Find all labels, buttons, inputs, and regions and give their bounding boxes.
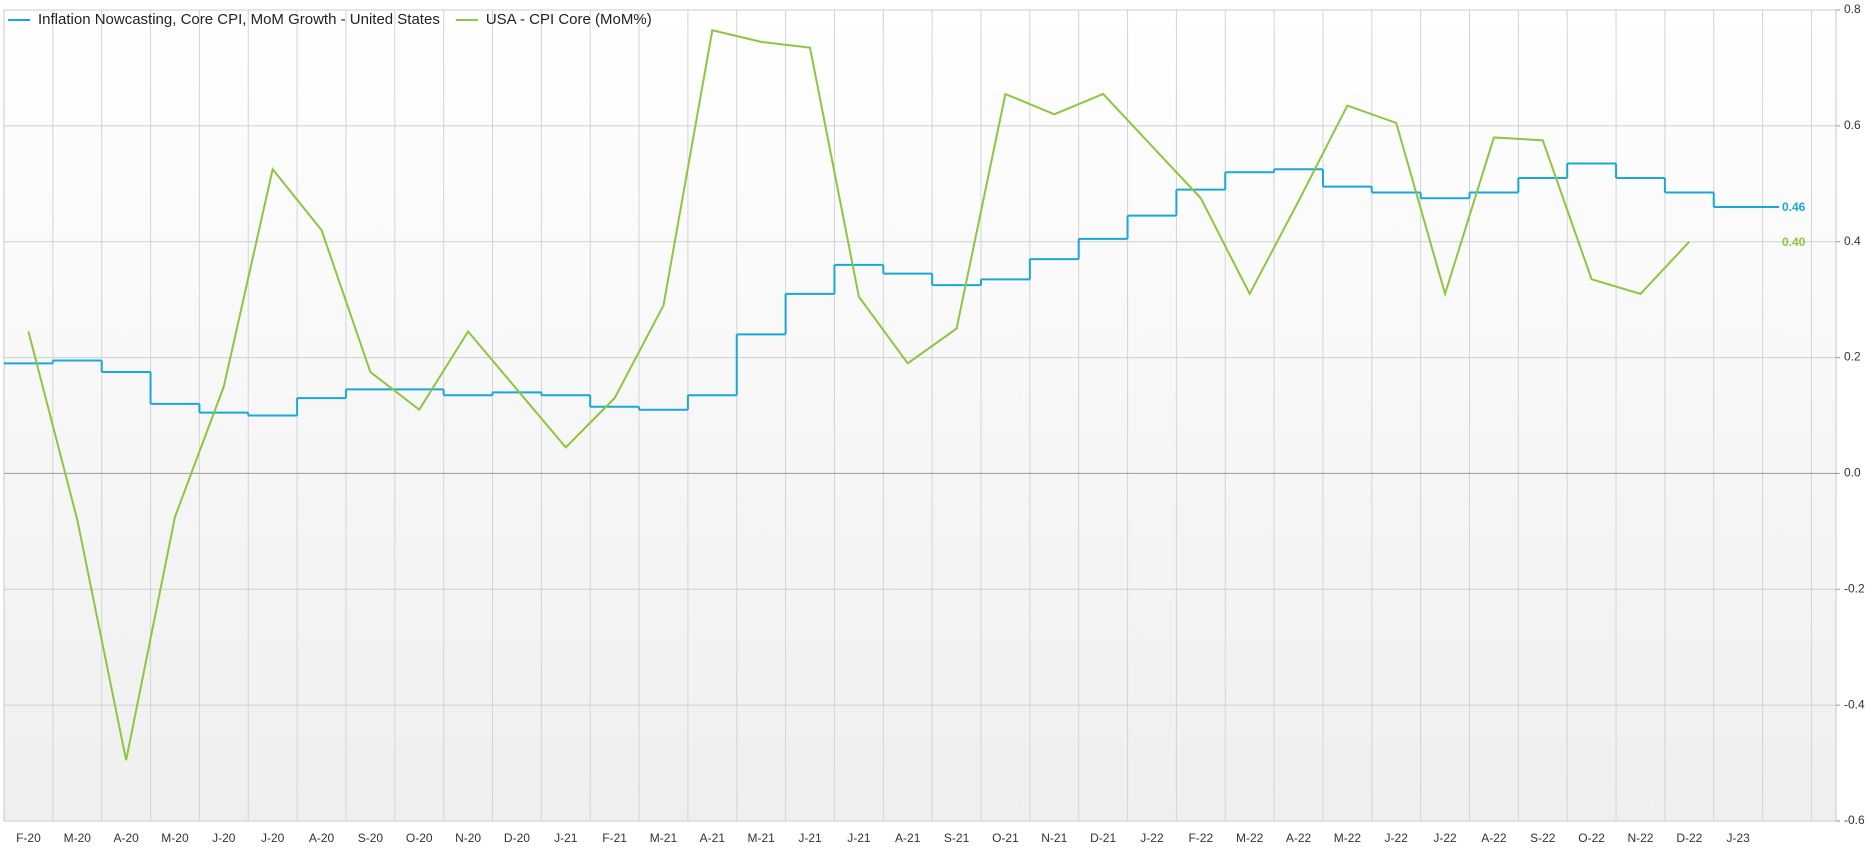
x-tick-label: M-20 [161,831,189,845]
y-tick-label: 0.6 [1844,118,1861,132]
x-tick-label: J-21 [554,831,578,845]
x-tick-label: J-20 [212,831,236,845]
x-tick-label: O-22 [1578,831,1605,845]
x-tick-label: D-22 [1676,831,1702,845]
x-tick-label: S-22 [1530,831,1556,845]
x-tick-label: M-21 [748,831,776,845]
x-tick-label: D-20 [504,831,530,845]
y-tick-label: -0.4 [1844,697,1865,711]
y-tick-label: 0.4 [1844,234,1861,248]
plot-area [3,9,1837,822]
x-tick-label: M-20 [64,831,92,845]
x-tick-label: O-20 [406,831,433,845]
x-tick-label: F-22 [1188,831,1213,845]
y-tick-label: 0.0 [1844,466,1861,480]
y-tick-label: 0.8 [1844,2,1861,16]
legend-label: USA - CPI Core (MoM%) [486,11,652,28]
x-tick-label: S-21 [944,831,970,845]
end-value-label: 0.40 [1782,235,1806,249]
x-tick-label: J-22 [1385,831,1409,845]
x-tick-label: A-21 [700,831,726,845]
x-tick-label: M-21 [650,831,678,845]
x-tick-label: S-20 [358,831,384,845]
x-tick-label: A-22 [1286,831,1312,845]
x-tick-label: F-20 [16,831,41,845]
x-tick-label: A-20 [309,831,335,845]
x-tick-label: A-21 [895,831,921,845]
x-tick-label: N-22 [1627,831,1653,845]
x-tick-label: A-22 [1481,831,1507,845]
x-tick-label: F-21 [602,831,627,845]
legend-label: Inflation Nowcasting, Core CPI, MoM Grow… [38,11,440,28]
x-tick-label: J-23 [1727,831,1751,845]
y-tick-label: -0.2 [1844,581,1865,595]
x-tick-label: O-21 [992,831,1019,845]
x-tick-label: D-21 [1090,831,1116,845]
y-tick-label: 0.2 [1844,350,1861,364]
x-tick-label: J-21 [798,831,822,845]
x-tick-label: A-20 [113,831,139,845]
x-tick-label: M-22 [1334,831,1362,845]
y-tick-label: -0.6 [1844,813,1865,827]
x-tick-label: J-22 [1140,831,1164,845]
x-tick-label: N-21 [1041,831,1067,845]
x-tick-label: N-20 [455,831,481,845]
x-tick-label: M-22 [1236,831,1264,845]
series-line [27,29,1691,761]
end-value-label: 0.46 [1782,200,1806,214]
x-tick-label: J-21 [847,831,871,845]
x-tick-label: J-20 [261,831,285,845]
x-tick-label: J-22 [1433,831,1457,845]
